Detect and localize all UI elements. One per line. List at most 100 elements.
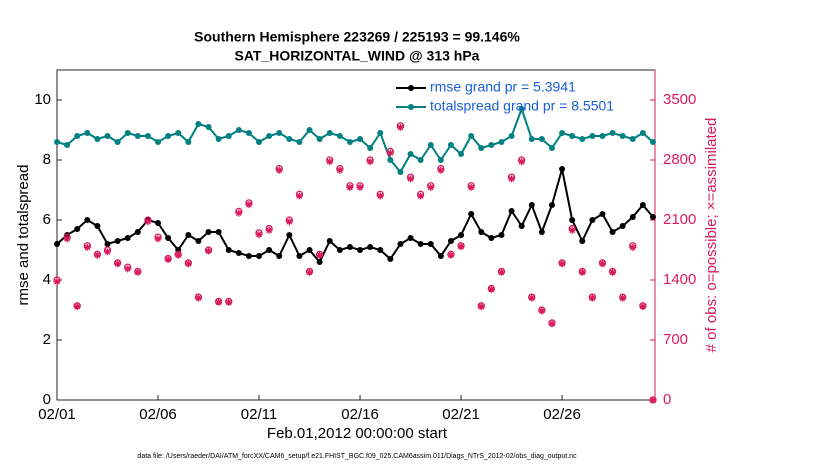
point xyxy=(417,157,424,163)
point xyxy=(538,136,545,142)
point xyxy=(619,223,626,229)
point xyxy=(458,232,465,238)
obs-assimilated xyxy=(619,294,627,302)
obs-assimilated xyxy=(316,251,324,259)
obs-assimilated xyxy=(326,158,334,166)
point xyxy=(629,136,636,142)
point xyxy=(639,202,646,208)
point xyxy=(256,139,263,145)
point xyxy=(94,136,101,142)
point xyxy=(357,136,364,142)
point xyxy=(316,259,323,265)
point xyxy=(326,130,333,136)
obs-assimilated xyxy=(295,192,303,200)
obs-assimilated xyxy=(518,158,526,166)
point xyxy=(175,130,182,136)
point xyxy=(306,247,313,253)
point xyxy=(225,133,232,139)
obs-assimilated xyxy=(376,192,384,200)
obs-assimilated xyxy=(356,183,364,191)
legend-marker xyxy=(408,104,414,110)
point xyxy=(548,202,555,208)
obs-assimilated xyxy=(255,231,263,239)
obs-assimilated xyxy=(497,268,505,276)
point xyxy=(134,133,141,139)
obs-assimilated xyxy=(457,243,465,251)
point xyxy=(548,145,555,151)
obs-assimilated xyxy=(538,307,546,315)
obs-assimilated xyxy=(639,303,647,311)
point xyxy=(165,133,172,139)
y2-tick-label: 3500 xyxy=(663,91,696,108)
point xyxy=(589,217,596,223)
obs-assimilated xyxy=(225,298,233,306)
point xyxy=(124,235,131,241)
point xyxy=(74,133,81,139)
point xyxy=(387,256,394,262)
point xyxy=(579,238,586,244)
x-tick-label: 02/21 xyxy=(442,406,480,423)
obs-assimilated xyxy=(184,260,192,268)
point xyxy=(387,157,394,163)
obs-assimilated xyxy=(508,175,516,183)
obs-assimilated xyxy=(245,201,253,209)
point xyxy=(488,235,495,241)
point xyxy=(357,247,364,253)
obs-assimilated xyxy=(306,268,314,276)
point xyxy=(54,139,60,145)
chart-subtitle: SAT_HORIZONTAL_WIND @ 313 hPa xyxy=(235,48,480,64)
point xyxy=(286,136,293,142)
point xyxy=(437,157,444,163)
obs-assimilated xyxy=(104,248,112,256)
point xyxy=(367,244,374,250)
point xyxy=(468,211,475,217)
point xyxy=(629,214,636,220)
point xyxy=(74,226,81,232)
obs-assimilated xyxy=(144,218,152,226)
y2-axis-label: # of obs: o=possible; ×=assimilated xyxy=(703,118,720,353)
obs-assimilated xyxy=(235,209,243,217)
y-tick-label: 2 xyxy=(43,331,51,348)
point xyxy=(114,139,121,145)
point xyxy=(326,238,333,244)
x-tick-label: 02/11 xyxy=(241,406,277,423)
obs-assimilated xyxy=(73,303,81,311)
x-tick-label: 02/16 xyxy=(341,406,379,423)
point xyxy=(205,124,212,130)
x-tick-label: 02/06 xyxy=(139,406,177,423)
legend-label: totalspread grand pr = 8.5501 xyxy=(430,98,614,114)
point xyxy=(104,241,111,247)
point xyxy=(518,106,525,112)
point xyxy=(498,232,505,238)
obs-assimilated xyxy=(598,260,606,268)
point xyxy=(609,130,616,136)
point xyxy=(397,169,404,175)
point xyxy=(528,202,535,208)
point xyxy=(54,241,60,247)
point xyxy=(155,220,162,226)
point xyxy=(609,229,616,235)
point xyxy=(336,247,343,253)
obs-assimilated xyxy=(164,255,172,263)
obs-assimilated xyxy=(437,166,445,174)
x-tick-label: 02/26 xyxy=(543,406,581,423)
obs-assimilated xyxy=(487,285,495,293)
point xyxy=(508,208,515,214)
obs-assimilated xyxy=(124,265,132,273)
point xyxy=(114,238,121,244)
point xyxy=(185,139,192,145)
chart-title: Southern Hemisphere 223269 / 225193 = 99… xyxy=(194,29,520,45)
obs-assimilated xyxy=(427,183,435,191)
point xyxy=(215,136,222,142)
obs-assimilated xyxy=(114,260,122,268)
obs-assimilated xyxy=(285,218,293,226)
point xyxy=(599,211,606,217)
obs-assimilated xyxy=(336,166,344,174)
point xyxy=(569,133,576,139)
point xyxy=(437,253,444,259)
y-tick-label: 10 xyxy=(34,91,51,108)
point xyxy=(94,223,101,229)
obs-assimilated xyxy=(174,251,182,259)
legend-marker xyxy=(408,85,414,91)
legend-label: rmse grand pr = 5.3941 xyxy=(430,79,576,95)
